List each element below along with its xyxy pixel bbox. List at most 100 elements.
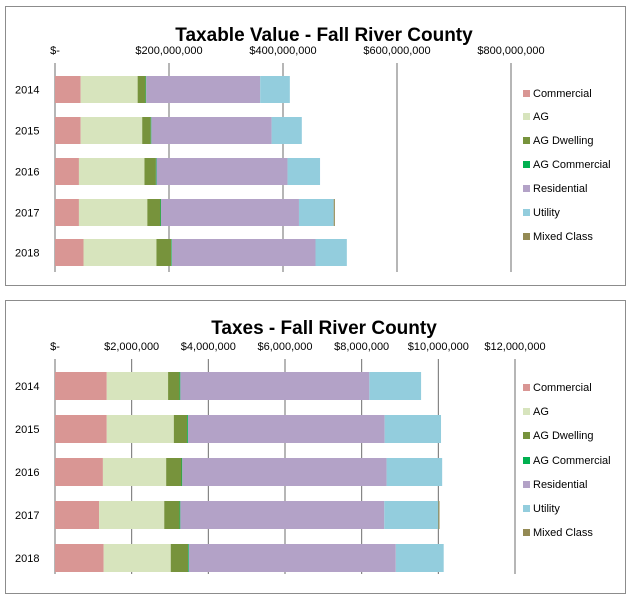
- category-label: 2017: [15, 510, 39, 522]
- bar-segment: [102, 458, 167, 486]
- chart-title: Taxes - Fall River County: [211, 318, 437, 339]
- bar-segment: [171, 239, 316, 266]
- x-tick-label: $-: [50, 341, 60, 353]
- bar-segment: [287, 158, 321, 185]
- bar-segment: [144, 158, 156, 185]
- category-label: 2017: [15, 208, 39, 220]
- bar-segment: [315, 239, 347, 266]
- legend-entry: AG Dwelling: [533, 430, 594, 442]
- legend-swatch: [523, 384, 530, 391]
- bar-segment: [188, 544, 396, 572]
- category-label: 2015: [15, 424, 39, 436]
- bar-segment: [151, 117, 272, 144]
- bar-segment: [161, 199, 299, 226]
- bar-segment: [179, 501, 181, 529]
- bar-segment: [155, 158, 157, 185]
- bar-segment: [171, 239, 172, 266]
- legend-swatch: [523, 137, 530, 144]
- bar-segment: [106, 415, 174, 443]
- bar-segment: [298, 199, 334, 226]
- bar-segment: [384, 415, 442, 443]
- category-label: 2018: [15, 248, 39, 260]
- bar-segment: [173, 415, 188, 443]
- bar-segment: [438, 501, 440, 529]
- legend-entry: Mixed Class: [533, 527, 593, 539]
- legend-entry: AG: [533, 406, 549, 418]
- legend-entry: Commercial: [533, 382, 592, 394]
- bar-segment: [78, 199, 148, 226]
- bar-segment: [55, 372, 107, 400]
- legend-entry: AG Commercial: [533, 159, 611, 171]
- legend-swatch: [523, 408, 530, 415]
- legend-entry: Utility: [533, 207, 560, 219]
- bar-segment: [55, 239, 84, 266]
- taxable-value-chart: Taxable Value - Fall River County $- $200…: [5, 6, 626, 286]
- legend-swatch: [523, 185, 530, 192]
- bar-segment: [182, 458, 387, 486]
- bar-segment: [55, 415, 107, 443]
- legend-swatch: [523, 90, 530, 97]
- chart-title: Taxable Value - Fall River County: [175, 25, 473, 46]
- x-tick-label: $-: [50, 45, 60, 57]
- bar-segment: [168, 372, 180, 400]
- bar-segment: [80, 76, 138, 103]
- legend-swatch: [523, 529, 530, 536]
- taxes-chart-svg: Taxes - Fall River County $- $2,000,000 $4…: [15, 318, 611, 574]
- bar-segment: [156, 239, 172, 266]
- bar-segment: [103, 544, 171, 572]
- x-tick-label: $400,000,000: [249, 45, 316, 57]
- legend-entry: AG Commercial: [533, 455, 611, 467]
- bar-segment: [142, 117, 151, 144]
- x-tick-label: $600,000,000: [363, 45, 430, 57]
- bar-segment: [170, 544, 189, 572]
- legend-swatch: [523, 457, 530, 464]
- category-label: 2015: [15, 126, 39, 138]
- x-tick-label: $10,000,000: [408, 341, 469, 353]
- bar-segment: [106, 372, 169, 400]
- bar-segment: [55, 458, 103, 486]
- bar-segment: [137, 76, 146, 103]
- bar-segment: [166, 458, 182, 486]
- bar-segment: [78, 158, 145, 185]
- bar-segment: [55, 199, 79, 226]
- bar-segment: [99, 501, 165, 529]
- bar-segment: [369, 372, 422, 400]
- legend-swatch: [523, 432, 530, 439]
- legend-entry: AG Dwelling: [533, 135, 594, 147]
- bar-segment: [333, 199, 335, 226]
- bar-segment: [150, 117, 152, 144]
- taxes-chart: Taxes - Fall River County $- $2,000,000 $4…: [5, 300, 626, 594]
- category-label: 2014: [15, 85, 39, 97]
- legend-entry: Commercial: [533, 88, 592, 100]
- bar-segment: [55, 501, 100, 529]
- bar-segment: [271, 117, 302, 144]
- legend-swatch: [523, 233, 530, 240]
- category-label: 2016: [15, 167, 39, 179]
- bar-segment: [55, 544, 104, 572]
- bar-segment: [395, 544, 444, 572]
- category-label: 2014: [15, 381, 39, 393]
- x-tick-label: $12,000,000: [484, 341, 545, 353]
- legend-entry: Mixed Class: [533, 231, 593, 243]
- bar-segment: [146, 76, 261, 103]
- bar-segment: [386, 458, 443, 486]
- bar-segment: [180, 501, 385, 529]
- bar-segment: [147, 199, 161, 226]
- bar-segment: [181, 458, 183, 486]
- legend-entry: Residential: [533, 479, 587, 491]
- category-label: 2018: [15, 553, 39, 565]
- legend-entry: AG: [533, 111, 549, 123]
- bar-segment: [188, 415, 385, 443]
- x-tick-label: $6,000,000: [257, 341, 312, 353]
- bar-segment: [55, 158, 79, 185]
- bar-segment: [164, 501, 180, 529]
- category-label: 2016: [15, 467, 39, 479]
- bar-segment: [188, 544, 189, 572]
- legend-swatch: [523, 161, 530, 168]
- legend-swatch: [523, 209, 530, 216]
- bar-segment: [384, 501, 439, 529]
- bar-segment: [145, 76, 147, 103]
- bar-segment: [55, 117, 81, 144]
- x-tick-label: $800,000,000: [477, 45, 544, 57]
- bar-segment: [156, 158, 288, 185]
